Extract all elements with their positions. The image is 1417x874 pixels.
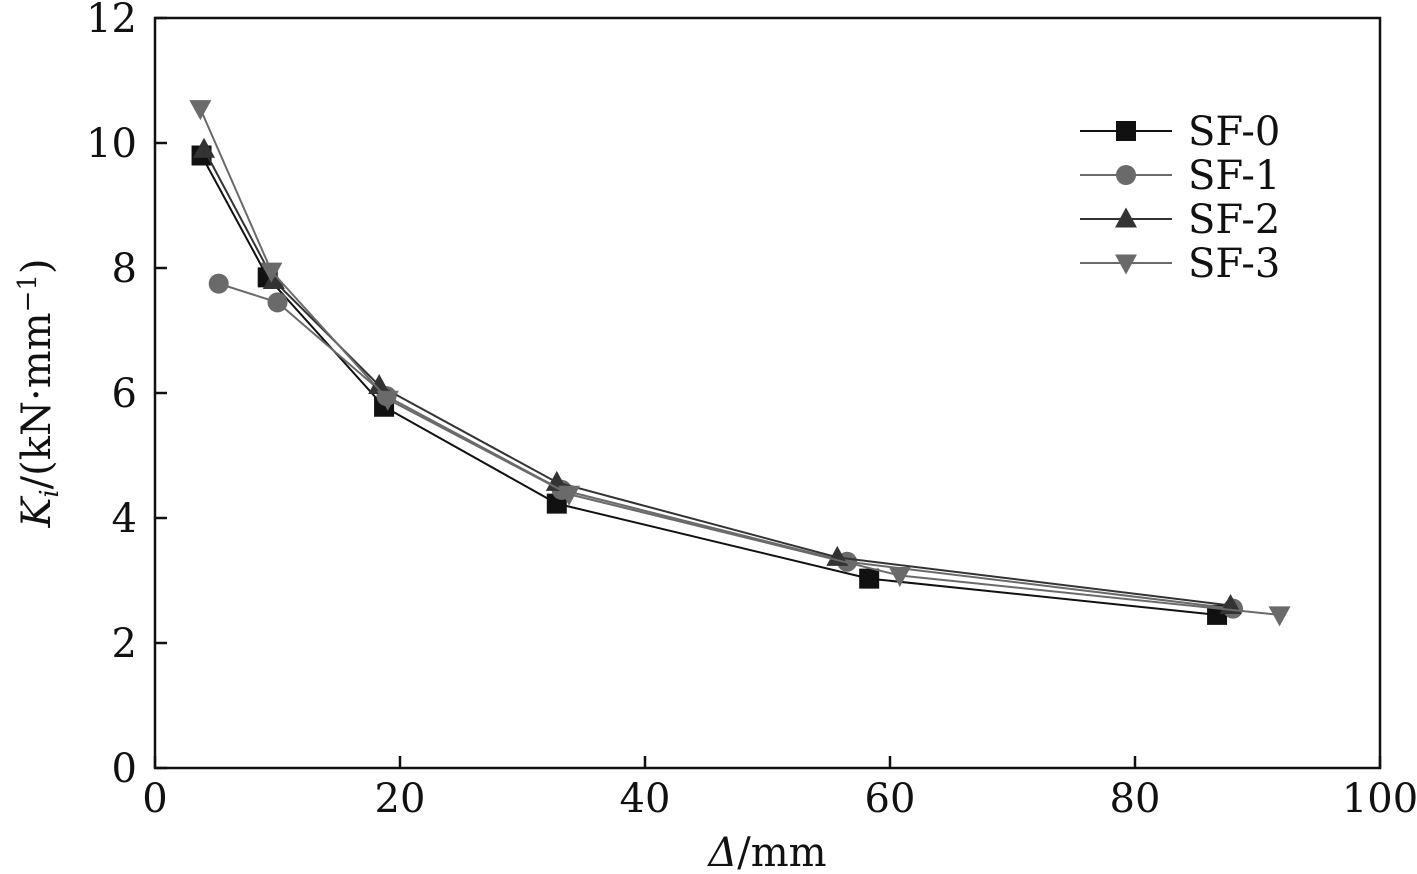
data-point-sf-3 <box>260 262 283 283</box>
series-line-sf-1 <box>218 282 1234 610</box>
legend-label: SF-3 <box>1188 241 1280 287</box>
y-tick-label: 6 <box>112 371 137 417</box>
data-point-sf-1 <box>267 292 288 313</box>
y-tick-label: 2 <box>112 621 137 667</box>
x-tick-label: 60 <box>865 776 916 822</box>
series-line-sf-3 <box>199 108 1280 616</box>
x-axis-ticks: 0 20 40 60 80 100 <box>142 756 1417 822</box>
data-point-sf-1 <box>208 273 229 294</box>
y-tick-label: 10 <box>86 121 137 167</box>
legend-item-sf-3: SF-3 <box>1080 241 1280 287</box>
legend-item-sf-2: SF-2 <box>1080 197 1280 243</box>
x-axis-unit: /mm <box>737 830 826 874</box>
legend-marker-sf-1 <box>1116 165 1136 185</box>
data-point-sf-3 <box>1268 606 1291 627</box>
x-tick-label: 20 <box>375 776 426 822</box>
x-axis-symbol: Δ <box>706 830 737 874</box>
x-axis-title: Δ/mm <box>706 830 826 874</box>
y-tick-label: 12 <box>86 0 137 42</box>
series-sf-0 <box>191 145 1228 625</box>
legend-item-sf-1: SF-1 <box>1080 153 1280 199</box>
series-line-sf-0 <box>200 155 1218 616</box>
y-axis-close: ) <box>14 258 60 274</box>
data-point-sf-0 <box>859 568 880 589</box>
legend-label: SF-0 <box>1188 109 1280 155</box>
legend-item-sf-0: SF-0 <box>1080 109 1280 155</box>
series-layer <box>189 100 1291 627</box>
x-tick-label: 0 <box>142 776 167 822</box>
x-tick-label: 40 <box>620 776 671 822</box>
y-tick-label: 0 <box>112 746 137 792</box>
y-tick-label: 4 <box>112 496 137 542</box>
y-axis-exponent: −1 <box>13 274 43 312</box>
y-axis-ticks: 0 2 4 6 8 10 12 <box>86 0 167 792</box>
y-axis-symbol: K <box>14 496 60 529</box>
x-tick-label: 100 <box>1342 776 1417 822</box>
y-axis-unit: /(kN·mm <box>14 312 60 489</box>
y-axis-title: Ki/(kN·mm−1) <box>13 258 65 528</box>
series-sf-2 <box>193 137 1242 614</box>
legend-marker-sf-2 <box>1115 207 1137 228</box>
legend-marker-sf-0 <box>1116 121 1136 141</box>
data-point-sf-2 <box>262 269 285 289</box>
data-point-sf-2 <box>368 374 391 394</box>
series-sf-3 <box>189 100 1291 627</box>
legend-label: SF-1 <box>1188 153 1280 199</box>
data-point-sf-3 <box>558 485 581 506</box>
data-point-sf-3 <box>888 567 911 587</box>
data-point-sf-3 <box>376 390 399 411</box>
data-point-sf-2 <box>193 137 215 158</box>
legend-label: SF-2 <box>1188 197 1280 243</box>
series-line-sf-2 <box>203 148 1231 607</box>
series-sf-1 <box>208 273 1243 619</box>
data-point-sf-3 <box>189 100 212 121</box>
y-tick-label: 8 <box>112 246 137 292</box>
x-tick-label: 80 <box>1110 776 1161 822</box>
y-axis-subscript: i <box>35 489 65 497</box>
legend-marker-sf-3 <box>1115 254 1137 275</box>
legend: SF-0SF-1SF-2SF-3 <box>1080 109 1280 287</box>
